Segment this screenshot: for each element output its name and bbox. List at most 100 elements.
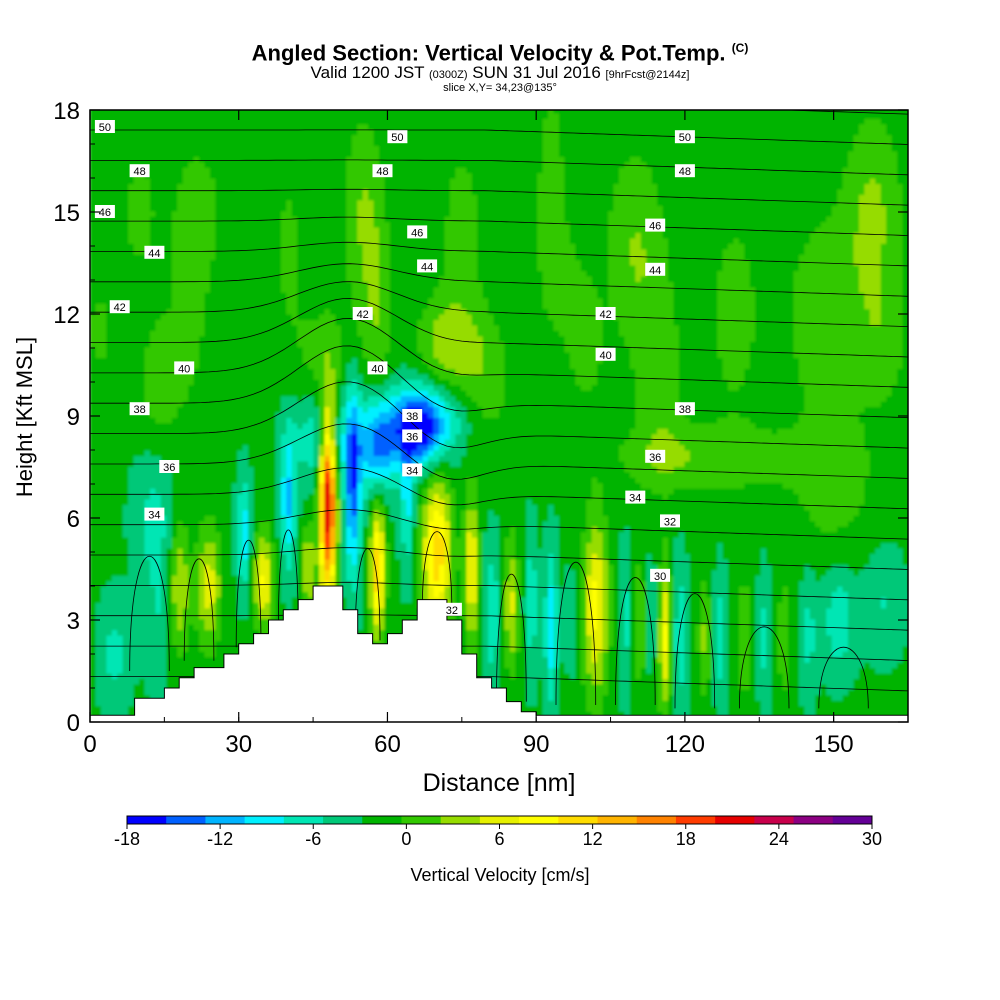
velocity-cell bbox=[308, 384, 315, 391]
velocity-cell bbox=[313, 139, 320, 146]
velocity-cell bbox=[100, 145, 107, 152]
velocity-cell bbox=[111, 537, 118, 544]
velocity-cell bbox=[297, 509, 304, 516]
velocity-cell bbox=[171, 123, 178, 130]
velocity-cell bbox=[100, 422, 107, 429]
velocity-cell bbox=[95, 602, 102, 609]
velocity-cell bbox=[149, 417, 157, 424]
velocity-cell bbox=[297, 194, 304, 201]
velocity-cell bbox=[155, 178, 162, 185]
velocity-cell bbox=[155, 433, 162, 440]
velocity-cell bbox=[291, 221, 298, 228]
velocity-cell bbox=[149, 390, 157, 397]
velocity-cell bbox=[275, 564, 282, 571]
velocity-cell bbox=[177, 167, 184, 174]
velocity-cell bbox=[313, 167, 320, 174]
velocity-cell bbox=[95, 428, 102, 435]
velocity-cell bbox=[308, 569, 315, 576]
velocity-cell bbox=[204, 319, 211, 326]
velocity-cell bbox=[231, 379, 238, 386]
velocity-cell bbox=[95, 216, 102, 223]
velocity-cell bbox=[139, 308, 146, 315]
velocity-cell bbox=[133, 395, 140, 402]
velocity-cell bbox=[166, 515, 173, 522]
velocity-cell bbox=[302, 270, 309, 277]
velocity-cell bbox=[193, 444, 200, 451]
velocity-cell bbox=[275, 237, 282, 244]
velocity-cell bbox=[264, 314, 271, 321]
velocity-cell bbox=[106, 314, 113, 321]
velocity-cell bbox=[231, 553, 238, 560]
velocity-cell bbox=[324, 406, 331, 413]
velocity-cell bbox=[166, 558, 173, 565]
velocity-cell bbox=[111, 226, 118, 233]
velocity-cell bbox=[220, 319, 227, 326]
velocity-cell bbox=[133, 357, 140, 364]
velocity-cell bbox=[209, 471, 217, 478]
velocity-cell bbox=[215, 123, 222, 130]
velocity-cell bbox=[122, 161, 129, 168]
velocity-cell bbox=[133, 417, 140, 424]
velocity-cell bbox=[188, 194, 195, 201]
velocity-cell bbox=[226, 352, 233, 359]
velocity-cell bbox=[111, 629, 118, 636]
velocity-cell bbox=[286, 139, 293, 146]
velocity-cell bbox=[171, 547, 178, 554]
velocity-cell bbox=[259, 183, 266, 190]
velocity-cell bbox=[286, 586, 293, 593]
velocity-cell bbox=[155, 265, 162, 272]
velocity-cell bbox=[226, 237, 233, 244]
velocity-cell bbox=[286, 553, 293, 560]
velocity-cell bbox=[95, 379, 102, 386]
velocity-cell bbox=[248, 194, 255, 201]
velocity-cell bbox=[122, 455, 129, 462]
velocity-cell bbox=[122, 542, 129, 549]
velocity-cell bbox=[90, 547, 97, 554]
velocity-cell bbox=[313, 488, 320, 495]
velocity-cell bbox=[155, 586, 162, 593]
velocity-cell bbox=[144, 537, 151, 544]
velocity-cell bbox=[237, 319, 244, 326]
velocity-cell bbox=[160, 324, 167, 331]
velocity-cell bbox=[319, 341, 326, 348]
velocity-cell bbox=[226, 640, 233, 647]
velocity-cell bbox=[193, 188, 200, 195]
velocity-cell bbox=[166, 346, 173, 353]
velocity-cell bbox=[286, 308, 293, 315]
velocity-cell bbox=[264, 624, 271, 631]
velocity-cell bbox=[90, 526, 97, 533]
velocity-cell bbox=[166, 110, 173, 114]
velocity-cell bbox=[166, 134, 173, 141]
velocity-cell bbox=[291, 188, 298, 195]
velocity-cell bbox=[242, 564, 249, 571]
velocity-cell bbox=[199, 477, 206, 484]
velocity-cell bbox=[242, 401, 249, 408]
velocity-cell bbox=[308, 281, 315, 288]
velocity-cell bbox=[188, 618, 195, 625]
velocity-cell bbox=[242, 471, 249, 478]
velocity-cell bbox=[95, 110, 102, 114]
velocity-cell bbox=[264, 167, 271, 174]
velocity-cell bbox=[253, 629, 260, 636]
velocity-cell bbox=[231, 123, 238, 130]
velocity-cell bbox=[308, 210, 315, 217]
velocity-cell bbox=[106, 553, 113, 560]
velocity-cell bbox=[188, 237, 195, 244]
velocity-cell bbox=[264, 515, 271, 522]
velocity-cell bbox=[215, 406, 222, 413]
velocity-cell bbox=[106, 705, 113, 712]
velocity-cell bbox=[286, 362, 293, 369]
velocity-cell bbox=[144, 368, 151, 375]
velocity-cell bbox=[220, 493, 227, 500]
velocity-cell bbox=[182, 123, 189, 130]
velocity-cell bbox=[160, 482, 167, 489]
velocity-cell bbox=[204, 488, 211, 495]
velocity-cell bbox=[319, 422, 326, 429]
velocity-cell bbox=[171, 602, 178, 609]
velocity-cell bbox=[100, 711, 107, 718]
velocity-cell bbox=[106, 662, 113, 669]
velocity-cell bbox=[259, 607, 266, 614]
velocity-cell bbox=[133, 297, 140, 304]
velocity-cell bbox=[204, 199, 211, 206]
velocity-cell bbox=[188, 564, 195, 571]
